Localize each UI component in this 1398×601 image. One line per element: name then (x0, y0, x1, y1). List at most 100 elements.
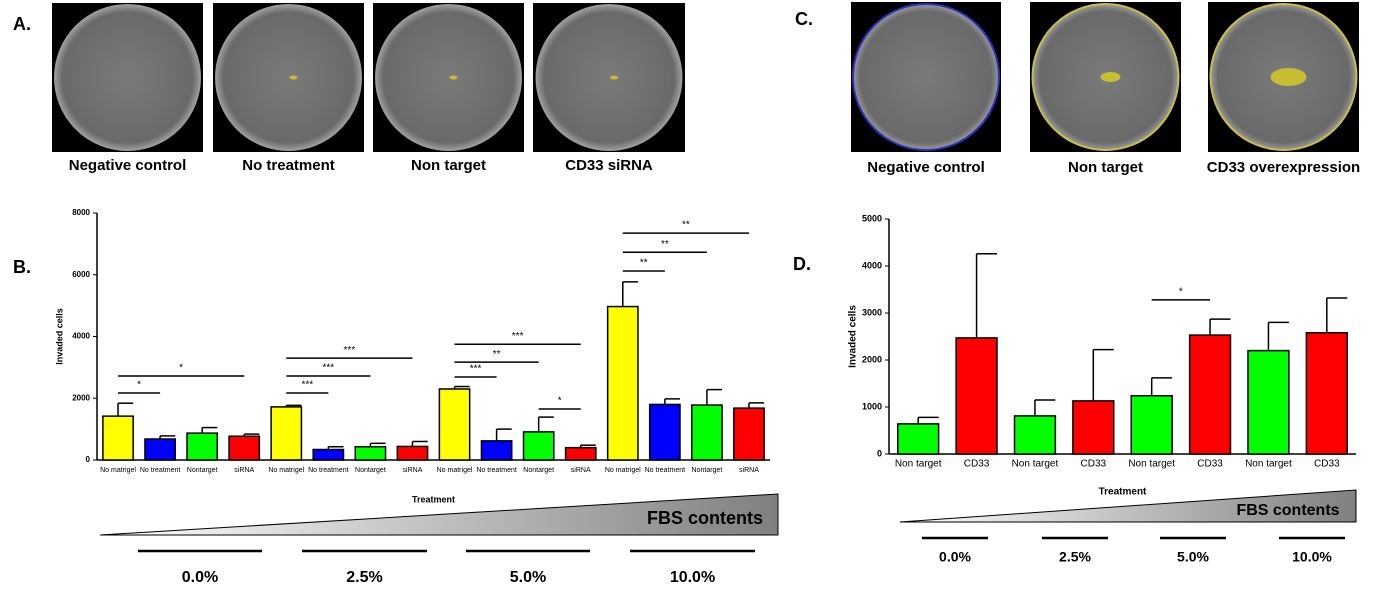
x-tick-label: Non target (1245, 459, 1292, 470)
cell-spot (1100, 72, 1121, 82)
y-tick-label: 6000 (72, 270, 90, 279)
dish (54, 4, 201, 151)
bar (270, 406, 303, 461)
significance-label: * (179, 363, 183, 374)
cell-spot (1270, 68, 1307, 86)
dish (852, 3, 1000, 151)
y-axis-label: Invaded cells (848, 305, 859, 368)
significance-label: *** (301, 380, 313, 391)
x-tick-label: siRNA (739, 467, 759, 474)
significance-label: *** (323, 363, 335, 374)
bar (955, 337, 998, 455)
image-caption: CD33 siRNA (565, 157, 653, 174)
x-tick-label: Nontarget (355, 467, 386, 474)
y-tick-label: 0 (86, 455, 91, 464)
bar (102, 415, 134, 461)
bar (1188, 334, 1232, 455)
dish-image (851, 2, 1001, 152)
dish-image (52, 3, 203, 152)
x-tick-label: Nontarget (523, 467, 554, 474)
x-axis-label: Treatment (412, 494, 455, 504)
x-tick-label: CD33 (964, 459, 990, 470)
y-tick-label: 3000 (862, 307, 882, 317)
y-tick-label: 8000 (72, 208, 90, 217)
bar (396, 445, 429, 461)
bar (1013, 415, 1057, 455)
dish-image (213, 3, 364, 152)
x-tick-label: No matrigel (268, 467, 304, 474)
significance-label: ** (493, 349, 501, 360)
image-caption: Non target (1068, 159, 1143, 176)
y-tick-label: 4000 (72, 332, 90, 341)
bar (1305, 331, 1348, 455)
x-tick-label: Non target (895, 459, 942, 470)
x-tick-label: No matrigel (605, 467, 641, 474)
fbs-label: FBS contents (1236, 502, 1339, 519)
fbs-level: 0.0% (939, 549, 971, 565)
significance-label: ** (661, 239, 669, 250)
bar (144, 438, 176, 461)
image-caption: CD33 overexpression (1207, 159, 1360, 176)
y-tick-label: 5000 (862, 213, 882, 223)
cell-spot (289, 75, 298, 80)
dish-image (533, 3, 685, 152)
x-tick-label: Non target (1012, 459, 1059, 470)
image-caption: Non target (411, 157, 486, 174)
x-tick-label: CD33 (1197, 459, 1223, 470)
bar (228, 435, 261, 461)
y-tick-label: 2000 (862, 354, 882, 364)
x-tick-label: No treatment (308, 467, 349, 474)
dish (215, 4, 362, 151)
significance-label: *** (512, 331, 524, 342)
bar (480, 440, 513, 461)
panel-label: D. (793, 254, 811, 274)
cell-spot (449, 75, 458, 80)
significance-label: *** (470, 364, 482, 375)
x-tick-label: No matrigel (100, 467, 136, 474)
x-axis-label: Treatment (1099, 487, 1147, 498)
bar (733, 407, 765, 461)
x-tick-label: Nontarget (692, 467, 723, 474)
dish (535, 4, 683, 151)
y-axis-label: Invaded cells (54, 308, 64, 365)
x-tick-label: Nontarget (187, 467, 218, 474)
fbs-level: 5.0% (510, 569, 546, 586)
bar (691, 404, 723, 461)
bar (438, 388, 471, 461)
significance-label: * (137, 380, 141, 391)
x-tick-label: CD33 (1081, 459, 1107, 470)
dish-image (1030, 2, 1181, 152)
bar (897, 423, 940, 455)
significance-label: ** (682, 220, 690, 231)
panel-label: A. (13, 14, 31, 34)
bar (312, 448, 345, 461)
bar (186, 432, 219, 461)
bar (522, 431, 555, 461)
bar (1247, 349, 1290, 455)
image-caption: Negative control (69, 157, 187, 174)
x-tick-label: Non target (1128, 459, 1175, 470)
image-caption: Negative control (867, 159, 985, 176)
fbs-level: 2.5% (346, 569, 382, 586)
y-tick-label: 4000 (862, 260, 882, 270)
fbs-level: 10.0% (670, 569, 715, 586)
bar (564, 446, 597, 461)
dish (375, 4, 522, 151)
x-tick-label: siRNA (571, 467, 591, 474)
fbs-level: 10.0% (1292, 549, 1332, 565)
dish-image (1208, 2, 1359, 152)
significance-label: * (558, 396, 562, 407)
panel-label: C. (795, 9, 813, 29)
bar (354, 445, 387, 461)
image-caption: No treatment (242, 157, 335, 174)
y-tick-label: 0 (877, 448, 882, 458)
fbs-level: 0.0% (182, 569, 218, 586)
fbs-gradient (899, 489, 1357, 523)
x-tick-label: No treatment (645, 467, 686, 474)
significance-label: *** (344, 345, 356, 356)
bar (606, 305, 639, 461)
fbs-level: 5.0% (1177, 549, 1209, 565)
x-tick-label: siRNA (234, 467, 254, 474)
dish-image (373, 3, 524, 152)
